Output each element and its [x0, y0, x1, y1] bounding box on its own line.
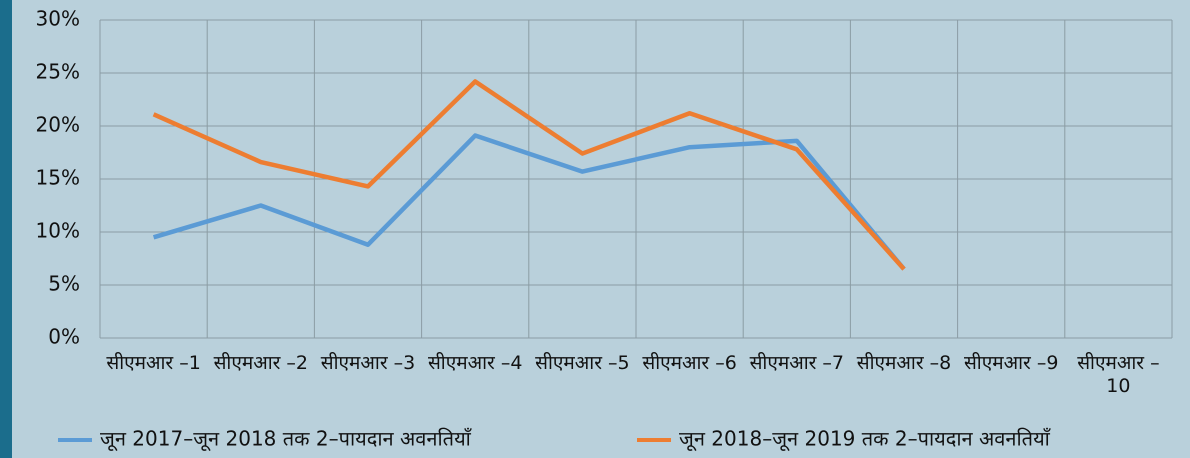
series-line	[152, 79, 906, 271]
y-tick-label: 25%	[36, 60, 80, 84]
y-tick-label: 0%	[48, 325, 80, 349]
y-tick-label: 15%	[36, 166, 80, 190]
legend-label: जून 2018–जून 2019 तक 2–पायदान अवनतियाँ	[679, 427, 1051, 452]
x-tick-label: सीएमआर –8	[856, 352, 952, 374]
x-tick-label: सीएमआर –5	[535, 352, 630, 374]
legend-label: जून 2017–जून 2018 तक 2–पायदान अवनतियाँ	[100, 427, 472, 452]
x-tick-label: सीएमआर –3	[320, 352, 416, 374]
x-tick-label: सीएमआर –9	[963, 352, 1059, 374]
y-tick-label: 30%	[36, 7, 80, 31]
x-tick-label: सीएमआर –1	[106, 352, 201, 374]
x-tick-label: सीएमआर –6	[642, 352, 737, 374]
y-tick-label: 10%	[36, 219, 80, 243]
y-tick-label: 20%	[36, 113, 80, 137]
x-tick-label: सीएमआर –10	[1077, 352, 1160, 397]
side-strip	[0, 0, 12, 458]
x-tick-label: सीएमआर –4	[427, 352, 523, 374]
x-tick-label: सीएमआर –2	[213, 352, 309, 374]
x-tick-label: सीएमआर –7	[749, 352, 845, 374]
y-tick-label: 5%	[48, 272, 80, 296]
